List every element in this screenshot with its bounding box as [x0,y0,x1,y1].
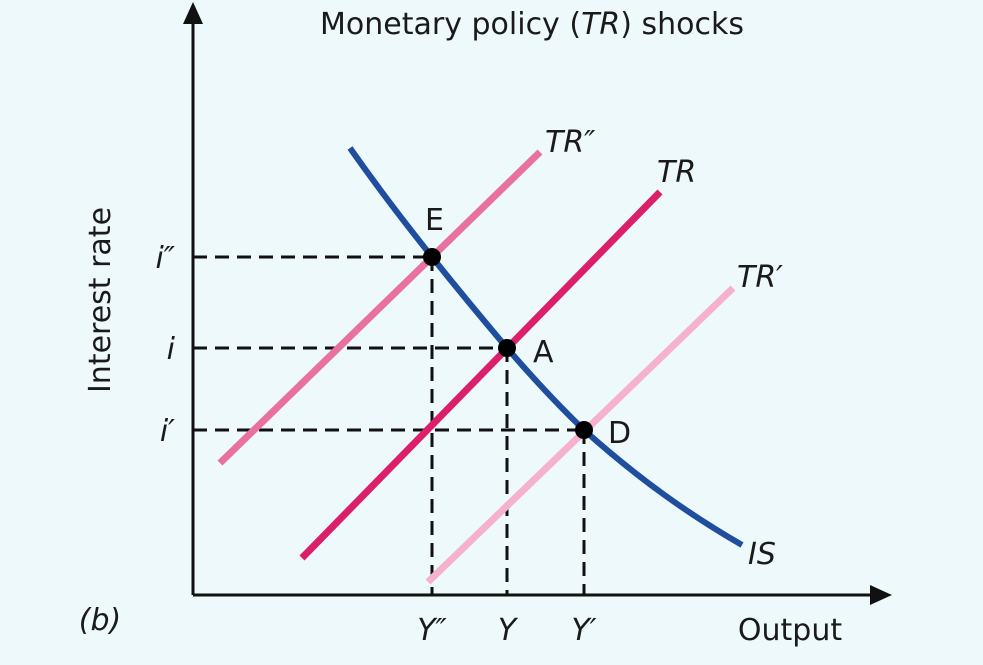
panel-label: (b) [79,603,121,638]
title-emphasis: TR [581,7,620,42]
point-d [575,421,593,439]
curve-label: TR [657,155,696,190]
guide-lines [193,255,586,595]
curve-label: IS [748,537,776,572]
point-label: D [608,416,631,451]
tr-high-curve [217,149,543,466]
point-a [498,339,516,357]
point-label: E [425,203,444,238]
x-axis-label: Output [738,613,842,648]
title-prefix: Monetary policy ( [320,7,581,42]
tr-curve [299,189,663,561]
output-label: Y′ [571,613,596,648]
axes [183,2,892,605]
rate-label: i′ [160,414,175,449]
point-e [423,248,441,266]
output-label: Y [498,613,519,648]
y-axis-label: Interest rate [83,207,118,393]
output-label: Y″ [417,613,447,648]
point-label: A [533,335,554,370]
title-suffix: ) shocks [620,7,744,42]
rate-label: i [167,332,176,367]
curve-label: TR′ [737,260,783,295]
rate-label: i″ [155,241,175,276]
title: Monetary policy (TR) shocks [320,7,744,42]
curve-label: TR″ [545,125,596,160]
